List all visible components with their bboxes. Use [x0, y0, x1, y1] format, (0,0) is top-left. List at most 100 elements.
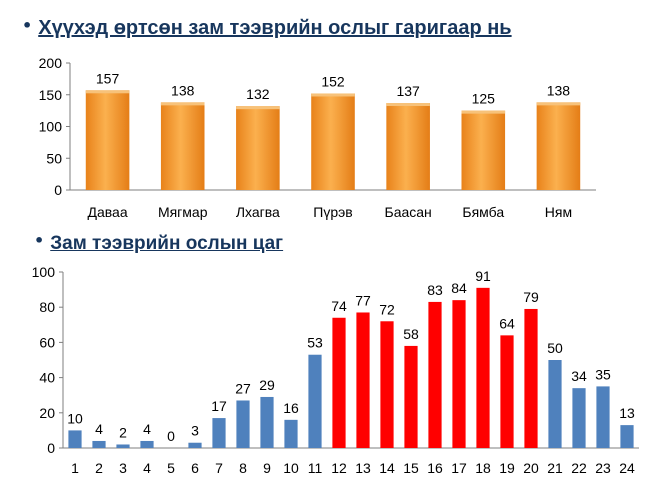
data-label: 34 — [571, 368, 587, 384]
bar — [308, 354, 322, 448]
data-label: 137 — [396, 83, 420, 99]
x-tick-label: 20 — [523, 460, 539, 476]
y-tick-label: 150 — [39, 87, 63, 103]
bar — [428, 301, 442, 448]
bar — [572, 388, 586, 448]
x-tick-label: 18 — [475, 460, 491, 476]
y-tick-label: 50 — [46, 150, 62, 166]
data-label: 50 — [547, 340, 563, 356]
weekly-chart-title: Хүүхэд өртсөн зам тээврийн ослыг гаригаа… — [38, 17, 512, 39]
data-label: 35 — [595, 366, 611, 382]
x-tick-label: 17 — [451, 460, 467, 476]
x-tick-label: Даваа — [88, 204, 128, 220]
data-label: 79 — [523, 289, 539, 305]
data-label: 125 — [472, 91, 496, 107]
y-tick-label: 200 — [39, 55, 63, 71]
data-label: 132 — [246, 86, 270, 102]
bar-top-highlight — [461, 110, 506, 114]
data-label: 29 — [259, 377, 275, 393]
data-label: 17 — [211, 398, 227, 414]
bar — [140, 440, 154, 448]
hourly-chart-title: Зам тээврийн ослын цаг — [50, 233, 284, 254]
x-tick-label: 6 — [191, 460, 199, 476]
x-tick-label: 9 — [263, 460, 271, 476]
x-tick-label: 2 — [95, 460, 103, 476]
bar — [596, 386, 610, 448]
y-tick-label: 20 — [39, 405, 55, 421]
x-tick-label: 5 — [167, 460, 175, 476]
data-label: 74 — [331, 298, 347, 314]
bar — [500, 335, 514, 448]
bullet-icon: • — [22, 16, 33, 35]
bar — [236, 400, 250, 448]
x-tick-label: 12 — [331, 460, 347, 476]
data-label: 13 — [619, 405, 635, 421]
bar — [620, 425, 634, 448]
bar — [380, 321, 394, 448]
bar — [116, 444, 130, 448]
bar — [160, 102, 205, 190]
bar — [311, 93, 355, 190]
bar — [236, 106, 280, 190]
bar — [452, 300, 466, 448]
x-tick-label: 19 — [499, 460, 515, 476]
data-label: 77 — [355, 292, 371, 308]
x-tick-label: 22 — [571, 460, 587, 476]
data-label: 16 — [283, 400, 299, 416]
data-label: 138 — [547, 82, 571, 98]
x-tick-label: Пүрэв — [313, 204, 352, 220]
hourly-chart-heading: • Зам тээврийн ослын цаг — [34, 231, 283, 255]
x-tick-label: 10 — [283, 460, 299, 476]
y-tick-label: 0 — [54, 182, 62, 198]
data-label: 2 — [119, 424, 127, 440]
data-label: 0 — [167, 428, 175, 444]
y-tick-label: 100 — [32, 264, 56, 280]
x-tick-label: 24 — [619, 460, 635, 476]
weekly-chart-heading: • Хүүхэд өртсөн зам тээврийн ослыг гарига… — [22, 16, 512, 40]
bullet-icon: • — [34, 231, 45, 250]
bar — [356, 312, 370, 448]
data-label: 64 — [499, 315, 515, 331]
data-label: 3 — [191, 423, 199, 439]
x-tick-label: 15 — [403, 460, 419, 476]
x-tick-label: 8 — [239, 460, 247, 476]
y-tick-label: 40 — [39, 370, 55, 386]
data-label: 27 — [235, 380, 251, 396]
data-label: 4 — [143, 421, 151, 437]
x-tick-label: Ням — [545, 204, 572, 220]
x-tick-label: 11 — [308, 460, 323, 476]
x-tick-label: 23 — [595, 460, 611, 476]
bar — [284, 419, 298, 448]
x-tick-label: 16 — [427, 460, 443, 476]
bar-top-highlight — [85, 90, 130, 94]
x-tick-label: 21 — [547, 460, 563, 476]
x-tick-label: Баасан — [385, 204, 432, 220]
x-tick-label: 14 — [379, 460, 395, 476]
bar-top-highlight — [236, 106, 280, 110]
bar — [386, 103, 430, 190]
bar — [188, 442, 202, 448]
x-tick-label: Лхагва — [236, 204, 280, 220]
bar — [260, 396, 274, 448]
x-tick-label: 13 — [355, 460, 371, 476]
bar — [85, 90, 130, 190]
y-tick-label: 80 — [39, 299, 55, 315]
bar — [461, 110, 506, 190]
data-label: 84 — [451, 280, 467, 296]
x-tick-label: 3 — [119, 460, 127, 476]
data-label: 91 — [475, 268, 491, 284]
bar-top-highlight — [311, 93, 355, 97]
y-tick-label: 100 — [39, 119, 63, 135]
bar-top-highlight — [386, 103, 430, 107]
x-tick-label: Бямба — [462, 204, 504, 220]
y-tick-label: 60 — [39, 334, 55, 350]
bar — [476, 287, 490, 448]
data-label: 53 — [307, 335, 323, 351]
x-tick-label: 1 — [71, 460, 79, 476]
x-tick-label: 7 — [215, 460, 223, 476]
x-tick-label: 4 — [143, 460, 151, 476]
data-label: 72 — [379, 301, 395, 317]
bar-top-highlight — [160, 102, 205, 106]
